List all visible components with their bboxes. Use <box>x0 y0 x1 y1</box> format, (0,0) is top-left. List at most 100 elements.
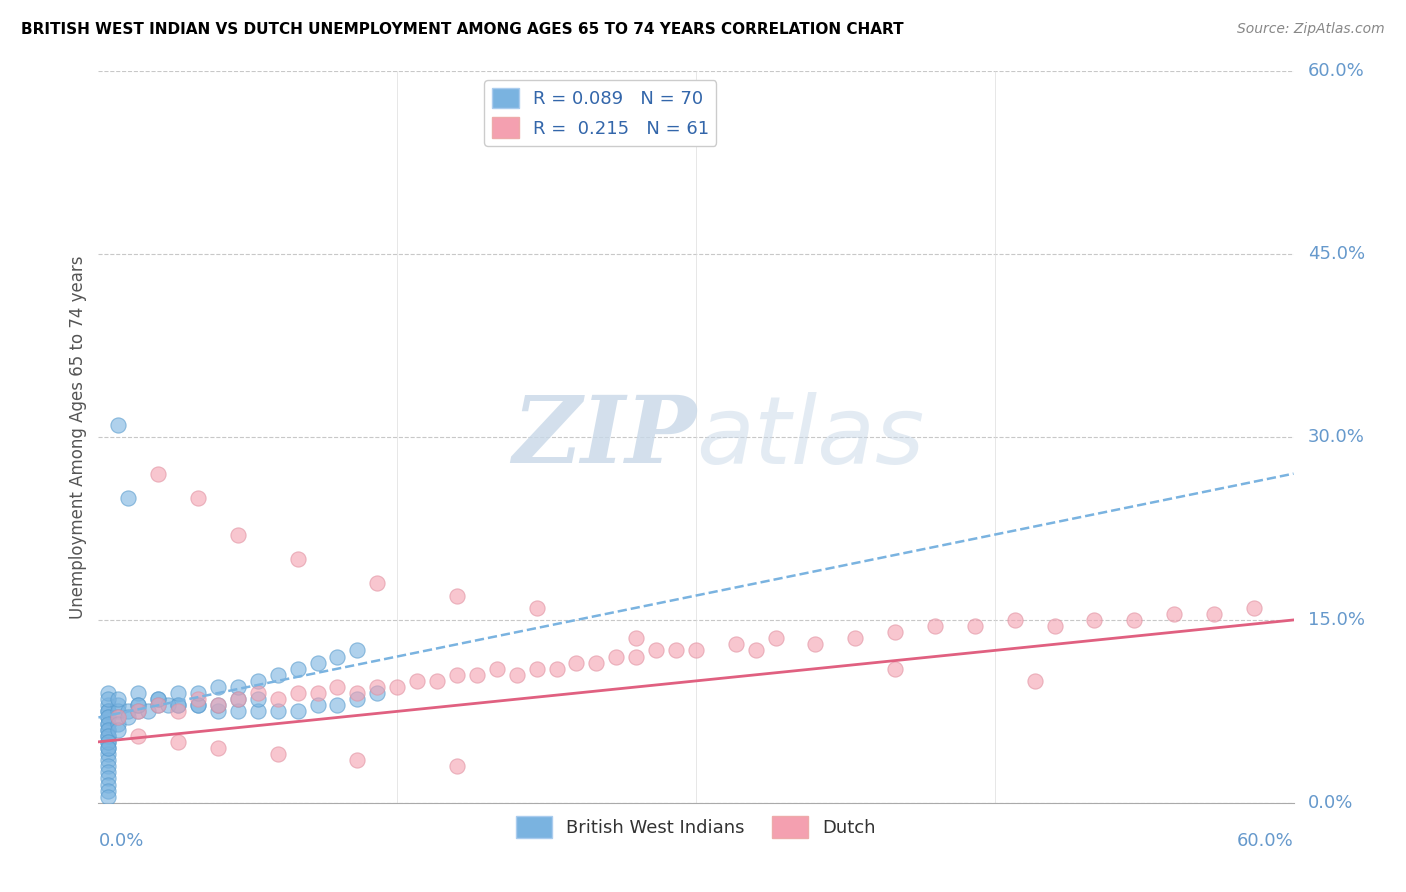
Point <box>267 667 290 681</box>
Point <box>117 491 139 505</box>
Point <box>346 753 368 767</box>
Point <box>97 692 120 706</box>
Point <box>1202 607 1225 621</box>
Point <box>585 656 607 670</box>
Point <box>97 778 120 792</box>
Point <box>97 735 120 749</box>
Point <box>97 698 120 713</box>
Point <box>187 686 209 700</box>
Point <box>526 662 548 676</box>
Point <box>127 698 149 713</box>
Text: 15.0%: 15.0% <box>1308 611 1365 629</box>
Point <box>97 765 120 780</box>
Point <box>127 705 149 719</box>
Point <box>107 705 129 719</box>
Point <box>745 643 768 657</box>
Text: 60.0%: 60.0% <box>1237 832 1294 850</box>
Point <box>307 656 329 670</box>
Point <box>626 632 648 646</box>
Point <box>207 740 229 755</box>
Point <box>97 735 120 749</box>
Point <box>97 759 120 773</box>
Point <box>287 662 309 676</box>
Point <box>207 680 229 694</box>
Point <box>167 705 190 719</box>
Point <box>1083 613 1105 627</box>
Point <box>148 698 170 713</box>
Point <box>127 698 149 713</box>
Point <box>117 710 139 724</box>
Point <box>346 686 368 700</box>
Point <box>307 686 329 700</box>
Point <box>506 667 529 681</box>
Point <box>465 667 488 681</box>
Point <box>107 698 129 713</box>
Point <box>148 692 170 706</box>
Point <box>366 686 388 700</box>
Point <box>804 637 827 651</box>
Point <box>226 692 249 706</box>
Text: Source: ZipAtlas.com: Source: ZipAtlas.com <box>1237 22 1385 37</box>
Point <box>346 692 368 706</box>
Point <box>1123 613 1146 627</box>
Point <box>246 686 269 700</box>
Point <box>97 723 120 737</box>
Point <box>167 735 190 749</box>
Point <box>366 680 388 694</box>
Point <box>97 686 120 700</box>
Point <box>187 698 209 713</box>
Point <box>963 619 986 633</box>
Point <box>884 625 907 640</box>
Point <box>844 632 866 646</box>
Y-axis label: Unemployment Among Ages 65 to 74 years: Unemployment Among Ages 65 to 74 years <box>69 255 87 619</box>
Point <box>1004 613 1026 627</box>
Point <box>446 759 468 773</box>
Point <box>1024 673 1046 688</box>
Point <box>326 649 349 664</box>
Point <box>526 600 548 615</box>
Text: 0.0%: 0.0% <box>98 832 143 850</box>
Point <box>326 680 349 694</box>
Point <box>385 680 409 694</box>
Point <box>97 729 120 743</box>
Point <box>127 686 149 700</box>
Point <box>346 643 368 657</box>
Point <box>187 491 209 505</box>
Point <box>97 772 120 786</box>
Legend: British West Indians, Dutch: British West Indians, Dutch <box>509 808 883 845</box>
Point <box>226 692 249 706</box>
Point <box>287 686 309 700</box>
Point <box>148 698 170 713</box>
Point <box>117 705 139 719</box>
Point <box>97 716 120 731</box>
Point <box>97 710 120 724</box>
Point <box>1243 600 1265 615</box>
Text: BRITISH WEST INDIAN VS DUTCH UNEMPLOYMENT AMONG AGES 65 TO 74 YEARS CORRELATION : BRITISH WEST INDIAN VS DUTCH UNEMPLOYMEN… <box>21 22 904 37</box>
Text: 45.0%: 45.0% <box>1308 245 1365 263</box>
Point <box>267 705 290 719</box>
Text: ZIP: ZIP <box>512 392 696 482</box>
Point <box>226 527 249 541</box>
Point <box>97 705 120 719</box>
Point <box>107 692 129 706</box>
Point <box>765 632 787 646</box>
Point <box>136 705 159 719</box>
Point <box>287 705 309 719</box>
Point <box>207 705 229 719</box>
Point <box>246 705 269 719</box>
Text: 60.0%: 60.0% <box>1308 62 1365 80</box>
Point <box>287 552 309 566</box>
Point <box>107 417 129 432</box>
Point <box>97 747 120 761</box>
Point <box>307 698 329 713</box>
Point <box>605 649 627 664</box>
Point <box>107 710 129 724</box>
Point <box>446 589 468 603</box>
Point <box>127 705 149 719</box>
Point <box>97 710 120 724</box>
Text: 30.0%: 30.0% <box>1308 428 1365 446</box>
Point <box>406 673 429 688</box>
Point <box>148 467 170 481</box>
Point <box>107 716 129 731</box>
Point <box>97 740 120 755</box>
